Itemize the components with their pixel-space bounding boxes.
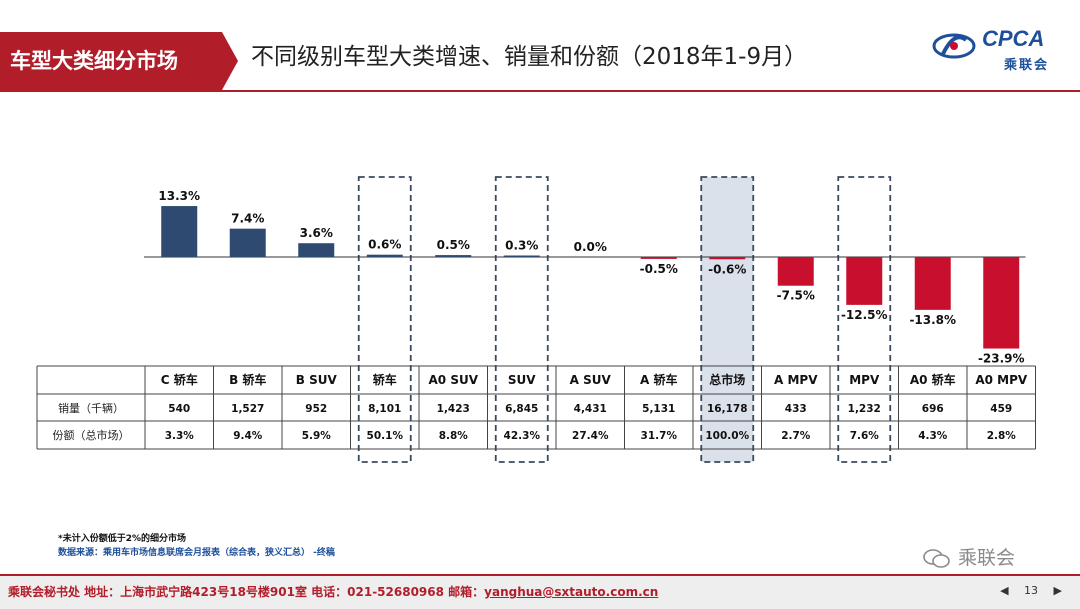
bar-value-label-4: 0.5%	[437, 238, 470, 252]
table-cell-0-0: 540	[168, 403, 190, 415]
bar-7	[640, 257, 677, 259]
bar-1	[229, 228, 266, 257]
category-label-5: SUV	[508, 373, 536, 387]
wechat-account-name: 乘联会	[958, 547, 1016, 569]
bar-value-label-2: 3.6%	[300, 226, 333, 240]
prev-page-icon[interactable]: ◀	[1000, 584, 1009, 597]
bar-value-label-10: -12.5%	[841, 308, 888, 322]
logo-emblem-icon	[932, 33, 976, 59]
next-page-icon[interactable]: ▶	[1053, 584, 1062, 597]
table-cell-1-1: 9.4%	[233, 430, 263, 442]
table-cell-0-7: 5,131	[642, 403, 675, 415]
bar-value-label-0: 13.3%	[158, 189, 200, 203]
table-cell-0-1: 1,527	[231, 403, 264, 415]
table-cell-1-5: 42.3%	[504, 430, 541, 442]
footnote-source: 数据来源：乘用车市场信息联席会月报表（综合表，狭义汇总） -终稿	[58, 548, 335, 558]
slide-footer: 乘联会秘书处 地址：上海市武宁路423号18号楼901室 电话：021-5268…	[0, 574, 1080, 609]
table-row-label-1: 份额（总市场）	[53, 428, 130, 442]
footnote-exclusion: *未计入份额低于2%的细分市场	[58, 534, 186, 544]
bar-value-label-1: 7.4%	[231, 212, 264, 226]
bar-8	[709, 257, 746, 260]
table-cell-1-10: 7.6%	[850, 430, 880, 442]
table-cell-1-12: 2.8%	[987, 430, 1017, 442]
table-cell-1-7: 31.7%	[641, 430, 678, 442]
table-cell-0-11: 696	[922, 403, 944, 415]
footer-email-link[interactable]: yanghua@sxtauto.com.cn	[484, 585, 659, 599]
highlight-box-5	[494, 176, 549, 463]
table-cell-0-6: 4,431	[574, 403, 607, 415]
category-label-3: 轿车	[373, 372, 397, 387]
bar-value-label-6: 0.0%	[574, 240, 607, 254]
table-cell-1-8: 100.0%	[705, 430, 749, 442]
table-cell-1-6: 27.4%	[572, 430, 609, 442]
bar-12	[983, 257, 1020, 349]
bar-5	[503, 255, 540, 257]
table-cell-1-4: 8.8%	[439, 430, 469, 442]
category-label-6: A SUV	[570, 373, 612, 387]
logo-wordmark: CPCA	[982, 26, 1045, 51]
bar-10	[846, 257, 883, 305]
category-label-0: C 轿车	[161, 372, 198, 387]
slide-header: 车型大类细分市场 不同级别车型大类增速、销量和份额（2018年1-9月） CPC…	[0, 0, 1080, 95]
category-label-4: A0 SUV	[429, 373, 479, 387]
table-cell-1-0: 3.3%	[165, 430, 195, 442]
category-label-11: A0 轿车	[910, 372, 956, 387]
table-cell-0-12: 459	[990, 403, 1012, 415]
table-cell-0-2: 952	[305, 403, 327, 415]
bar-value-label-11: -13.8%	[909, 313, 956, 327]
bar-value-label-8: -0.6%	[708, 262, 746, 276]
table-cell-0-10: 1,232	[848, 403, 881, 415]
wechat-icon	[923, 548, 950, 568]
cpca-logo: CPCA 乘联会	[928, 22, 1076, 78]
bar-value-label-7: -0.5%	[640, 262, 678, 276]
category-label-10: MPV	[849, 373, 880, 387]
bar-value-label-12: -23.9%	[978, 352, 1025, 366]
bar-3	[366, 254, 403, 257]
bar-value-label-9: -7.5%	[777, 289, 815, 303]
table-row-label-0: 销量（千辆）	[58, 401, 124, 415]
bar-4	[435, 255, 472, 257]
table-cell-0-4: 1,423	[437, 403, 470, 415]
bar-11	[914, 257, 951, 310]
category-label-1: B 轿车	[229, 372, 266, 387]
table-cell-1-2: 5.9%	[302, 430, 332, 442]
highlight-box-10	[837, 176, 892, 463]
table-cell-1-9: 2.7%	[781, 430, 811, 442]
header-divider	[0, 90, 1080, 92]
highlight-box-8	[700, 176, 755, 463]
pager: ◀ 13 ▶	[994, 584, 1068, 597]
slide-title: 不同级别车型大类增速、销量和份额（2018年1-9月）	[251, 44, 808, 70]
table-cell-0-9: 433	[785, 403, 807, 415]
category-label-8: 总市场	[709, 372, 745, 387]
highlight-box-3	[357, 176, 412, 463]
footer-contact: 乘联会秘书处 地址：上海市武宁路423号18号楼901室 电话：021-5268…	[8, 583, 658, 600]
bar-2	[298, 243, 335, 257]
table-cell-0-3: 8,101	[368, 403, 401, 415]
bar-0	[161, 206, 198, 257]
table-cell-1-3: 50.1%	[367, 430, 404, 442]
category-label-2: B SUV	[296, 373, 338, 387]
bar-9	[777, 257, 814, 286]
table-cell-0-8: 16,178	[707, 403, 748, 415]
section-badge: 车型大类细分市场	[0, 32, 238, 90]
category-label-7: A 轿车	[640, 372, 677, 387]
logo-chinese-name: 乘联会	[1004, 58, 1050, 73]
category-label-12: A0 MPV	[975, 373, 1028, 387]
table-cell-1-11: 4.3%	[918, 430, 948, 442]
footer-address: 乘联会秘书处 地址：上海市武宁路423号18号楼901室 电话：021-5268…	[8, 585, 485, 599]
wechat-watermark: 乘联会	[922, 543, 1015, 570]
category-label-9: A MPV	[774, 373, 818, 387]
section-badge-label: 车型大类细分市场	[10, 49, 178, 73]
page-number: 13	[1024, 584, 1039, 597]
bar-value-label-5: 0.3%	[505, 239, 538, 253]
table-cell-0-5: 6,845	[505, 403, 538, 415]
bar-value-label-3: 0.6%	[368, 238, 401, 252]
